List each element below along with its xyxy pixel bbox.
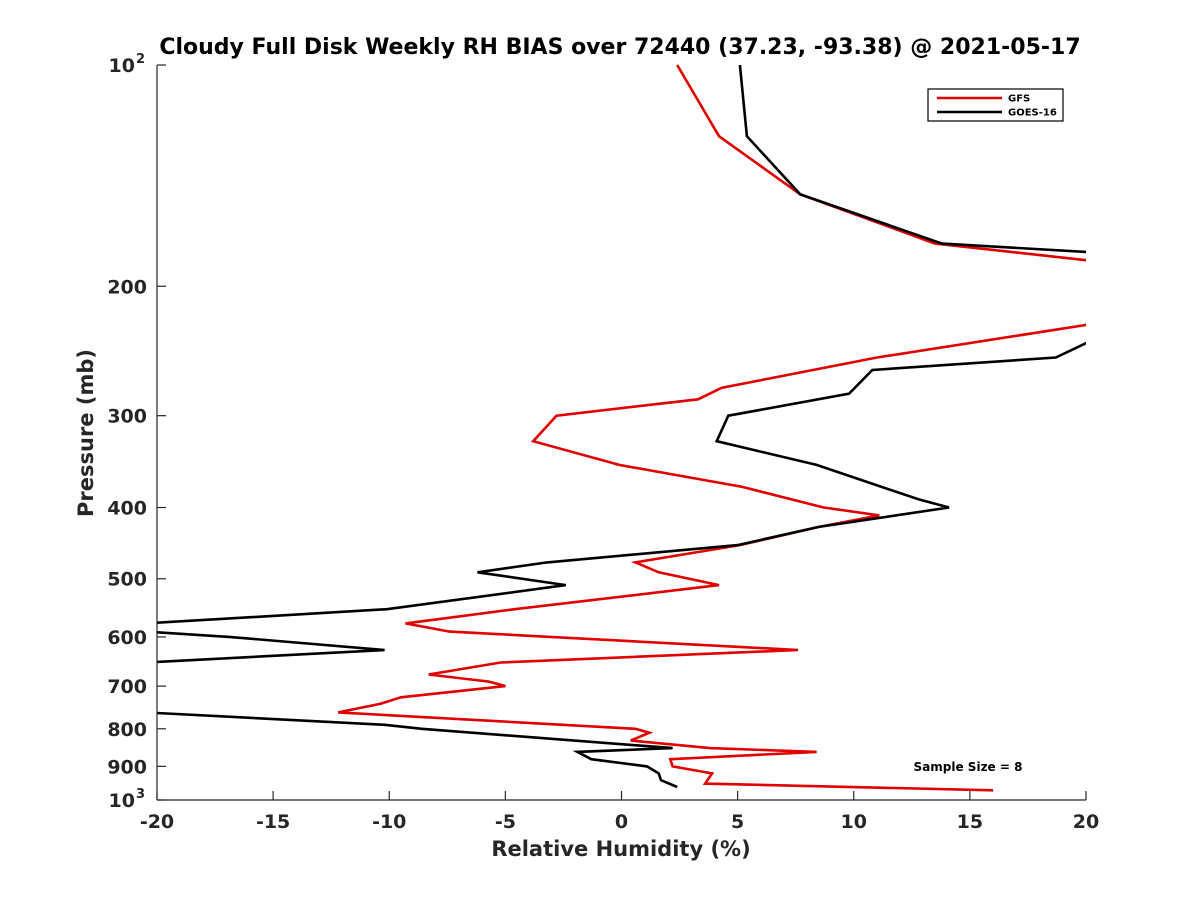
- y-tick-label: 10: [109, 790, 135, 812]
- y-tick-label: 600: [107, 627, 147, 649]
- series-line-goes-16: [157, 64, 1086, 789]
- y-tick-label: 500: [107, 569, 147, 591]
- y-tick-label: 700: [107, 676, 147, 698]
- y-tick-label: 400: [107, 498, 147, 520]
- x-tick-label: 0: [615, 811, 628, 833]
- x-tick-label: -10: [372, 811, 406, 833]
- x-axis-label: Relative Humidity (%): [491, 837, 750, 861]
- x-tick-label: 10: [841, 811, 867, 833]
- series-layer: [157, 64, 1086, 792]
- y-tick-exponent: 3: [136, 787, 145, 802]
- axes-layer: [156, 65, 1086, 801]
- x-tick-label: 5: [731, 811, 744, 833]
- x-tick-label: -20: [140, 811, 174, 833]
- legend-label-goes-16: GOES-16: [1008, 108, 1057, 119]
- y-tick-exponent: 2: [136, 52, 145, 67]
- y-tick-label: 300: [107, 406, 147, 428]
- x-tick-label: -15: [256, 811, 290, 833]
- x-tick-label: -5: [495, 811, 516, 833]
- legend-label-gfs: GFS: [1008, 94, 1030, 105]
- y-tick-label: 800: [107, 719, 147, 741]
- y-tick-label: 10: [109, 55, 135, 77]
- x-tick-label: 20: [1073, 811, 1099, 833]
- x-tick-label: 15: [957, 811, 983, 833]
- y-tick-label: 200: [107, 276, 147, 298]
- legend: GFS GOES-16: [927, 88, 1064, 122]
- series-line-gfs: [337, 64, 1086, 792]
- legend-box: [927, 88, 1064, 122]
- y-axis-label: Pressure (mb): [74, 349, 98, 517]
- sample-size-annotation: Sample Size = 8: [914, 760, 1023, 774]
- chart-title: Cloudy Full Disk Weekly RH BIAS over 724…: [159, 35, 1080, 60]
- y-tick-label: 900: [107, 756, 147, 778]
